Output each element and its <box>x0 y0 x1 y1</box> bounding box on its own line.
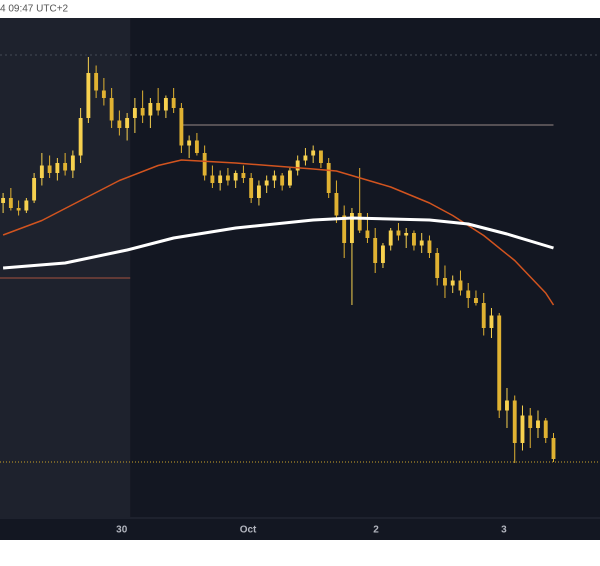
candle-body <box>357 213 362 231</box>
candle-body <box>318 150 323 163</box>
candle-body <box>505 400 509 411</box>
candle-body <box>295 160 300 171</box>
candle-body <box>39 165 44 178</box>
candle-body <box>210 175 215 183</box>
candle-body <box>194 140 199 153</box>
candle-body <box>264 180 269 186</box>
candle-body <box>481 303 486 328</box>
candle-body <box>55 163 60 173</box>
candle-body <box>536 420 540 428</box>
candle-body <box>32 178 37 201</box>
candle-body <box>249 178 254 198</box>
x-tick-label: 2 <box>373 525 379 536</box>
candle-body <box>171 98 176 108</box>
candle-body <box>233 173 238 181</box>
candle-body <box>474 298 478 303</box>
x-tick-label: 3 <box>501 525 507 536</box>
candle-body <box>373 238 378 263</box>
candle-body <box>47 165 52 173</box>
candle-body <box>512 400 517 443</box>
candle-body <box>427 240 432 253</box>
candle-body <box>466 290 471 298</box>
candle-body <box>94 73 99 91</box>
candle-body <box>218 175 223 183</box>
candle-body <box>450 280 455 286</box>
candle-body <box>404 233 409 236</box>
candle-body <box>489 315 494 328</box>
candle-body <box>24 200 29 211</box>
candle-body <box>303 155 308 161</box>
candle-body <box>419 240 424 246</box>
candle-body <box>156 103 161 111</box>
candle-body <box>497 315 502 411</box>
candle-body <box>388 230 393 246</box>
candle-body <box>443 278 447 286</box>
moving-average-line <box>2 159 555 306</box>
candle-body <box>342 215 347 243</box>
moving-average-line <box>2 216 554 270</box>
candle-body <box>241 173 246 178</box>
candle-body <box>225 175 230 181</box>
candle-body <box>256 185 261 198</box>
x-tick-label: Oct <box>240 525 257 536</box>
candle-body <box>435 253 440 278</box>
candle-body <box>132 108 137 118</box>
candle-body <box>412 233 416 246</box>
candle-body <box>350 213 354 243</box>
candle-body <box>280 175 285 186</box>
candle-body <box>365 230 370 238</box>
candle-body <box>78 118 83 156</box>
candle-body <box>287 170 292 186</box>
candle-body <box>140 108 145 116</box>
candle-body <box>272 175 277 181</box>
candle-body <box>125 118 130 128</box>
candle-body <box>528 415 533 428</box>
candle-body <box>334 193 339 216</box>
candle-body <box>311 150 316 156</box>
candle-body <box>70 155 75 171</box>
candle-body <box>1 198 6 203</box>
timestamp: 4 09:47 UTC+2 <box>0 4 69 15</box>
candle-body <box>381 245 385 263</box>
candle-body <box>163 98 168 111</box>
candle-body <box>187 140 192 146</box>
candle-body <box>202 153 207 176</box>
candle-body <box>16 208 21 211</box>
candle-body <box>551 438 556 459</box>
candle-body <box>86 73 91 118</box>
candle-body <box>101 90 106 98</box>
candle-body <box>179 108 184 146</box>
candle-body <box>148 103 153 116</box>
candle-body <box>458 280 463 291</box>
x-tick-label: 30 <box>116 525 128 536</box>
candle-body <box>396 230 401 236</box>
candle-body <box>63 163 68 171</box>
candle-body <box>109 98 114 121</box>
candle-body <box>520 415 525 443</box>
candle-body <box>326 163 331 193</box>
candle-body <box>543 420 548 438</box>
candle-body <box>117 120 122 128</box>
candle-body <box>8 198 13 208</box>
